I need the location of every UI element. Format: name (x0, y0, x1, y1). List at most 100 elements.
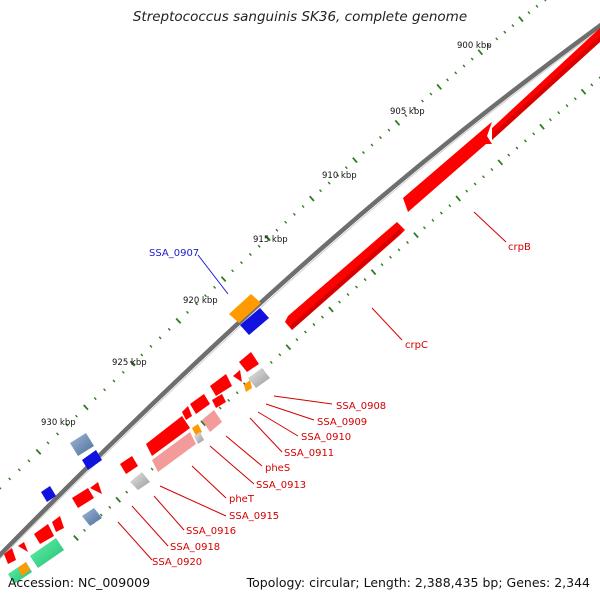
scale-label-925: 925 kbp (112, 358, 147, 368)
gene-labels: crpB crpC SSA_0907 SSA_0908 SSA_0909 SSA… (149, 242, 531, 568)
gene-crpC-shade (290, 229, 402, 330)
minor-tick (204, 294, 208, 298)
gene-ssa0907-blue[interactable] (240, 308, 269, 335)
minor-tick (507, 153, 511, 157)
minor-tick (344, 166, 348, 170)
minor-tick (108, 505, 112, 509)
label-ssa0916[interactable]: SSA_0916 (186, 526, 236, 537)
gene-small-13[interactable] (4, 548, 16, 564)
minor-tick (565, 104, 569, 108)
gene-grey-1[interactable] (248, 368, 270, 388)
label-pheS[interactable]: pheS (265, 463, 290, 474)
minor-tick (167, 327, 171, 331)
label-ssa0908[interactable]: SSA_0908 (336, 401, 386, 412)
minor-tick (235, 391, 239, 395)
gene-small-4[interactable] (190, 394, 210, 414)
minor-tick (284, 220, 288, 224)
minor-tick (490, 167, 494, 172)
gene-steel-lower[interactable] (82, 508, 102, 526)
scale-labels: 900 kbp 905 kbp 910 kbp 915 kbp 920 kbp … (41, 41, 492, 428)
gene-ssa0907-orange[interactable] (229, 294, 261, 323)
minor-tick (8, 477, 12, 481)
minor-tick (446, 78, 449, 82)
minor-tick (397, 248, 401, 252)
label-ssa0911[interactable]: SSA_0911 (284, 448, 334, 459)
label-ssa0910[interactable]: SSA_0910 (301, 432, 351, 443)
minor-tick (103, 388, 107, 392)
label-ssa0913[interactable]: SSA_0913 (256, 480, 306, 491)
minor-tick (454, 71, 458, 75)
minor-tick (473, 182, 477, 186)
gene-small-5[interactable] (182, 406, 192, 420)
minor-tick (248, 252, 252, 256)
gene-orange-small[interactable] (244, 380, 252, 392)
minor-tick (327, 181, 331, 185)
gene-small-1[interactable] (239, 352, 259, 372)
major-tick (175, 317, 182, 324)
major-tick (73, 534, 79, 542)
label-crpC[interactable]: crpC (405, 340, 428, 351)
label-ssa0909[interactable]: SSA_0909 (317, 417, 367, 428)
minor-tick (404, 113, 408, 118)
major-tick (539, 123, 545, 130)
gene-small-12[interactable] (18, 542, 28, 552)
gene-crpB-shade (492, 36, 600, 140)
gene-small-10[interactable] (52, 516, 64, 532)
gene-small-7[interactable] (120, 456, 138, 474)
minor-tick (140, 353, 144, 357)
major-tick (200, 420, 206, 427)
minor-tick (465, 189, 469, 193)
gene-green-1[interactable] (30, 538, 64, 568)
scale-label-905: 905 kbp (390, 107, 425, 117)
gene-small-2[interactable] (233, 370, 242, 382)
minor-tick (532, 132, 536, 136)
label-ssa0907[interactable]: SSA_0907 (149, 248, 199, 259)
gene-pheS[interactable] (146, 416, 190, 456)
tick-track-outer (0, 0, 547, 490)
minor-tick (511, 24, 515, 28)
minor-tick (370, 143, 374, 147)
gene-small-3[interactable] (210, 374, 232, 396)
gene-ssa0911-light[interactable] (202, 410, 222, 432)
gene-blue-930[interactable] (82, 450, 102, 470)
gene-orange-lower[interactable] (18, 562, 30, 576)
major-tick (220, 276, 227, 283)
minor-tick (275, 228, 279, 232)
scale-label-915: 915 kbp (253, 235, 288, 245)
minor-tick (462, 64, 466, 68)
label-ssa0918[interactable]: SSA_0918 (170, 542, 220, 553)
scale-label-930: 930 kbp (41, 418, 76, 428)
minor-tick (112, 379, 116, 383)
gene-pheT-light[interactable] (152, 432, 196, 472)
major-tick (265, 235, 271, 242)
minor-tick (361, 151, 365, 155)
label-ssa0915[interactable]: SSA_0915 (229, 511, 279, 522)
minor-tick (389, 255, 392, 259)
label-pheT[interactable]: pheT (229, 494, 255, 505)
major-tick (413, 232, 419, 239)
minor-tick (278, 353, 282, 357)
gene-small-11[interactable] (34, 524, 54, 544)
gene-small-9[interactable] (72, 488, 94, 508)
minor-tick (355, 285, 358, 289)
gene-crpB[interactable] (403, 122, 492, 212)
gene-crpC[interactable] (285, 222, 405, 330)
minor-tick (590, 83, 594, 87)
gene-blue-small[interactable] (41, 486, 56, 502)
minor-tick (319, 189, 322, 193)
gene-grey-2[interactable] (130, 472, 150, 490)
label-crpB[interactable]: crpB (508, 242, 531, 253)
minor-tick (421, 99, 424, 103)
minor-tick (269, 360, 273, 364)
label-ssa0920[interactable]: SSA_0920 (152, 557, 202, 568)
minor-tick (548, 118, 552, 122)
gene-ssa0913-grey[interactable] (194, 432, 204, 444)
minor-tick (573, 97, 577, 101)
minor-tick (295, 338, 299, 342)
gene-small-6[interactable] (212, 394, 226, 408)
minor-tick (544, 0, 547, 2)
gene-small-8[interactable] (90, 482, 102, 494)
minor-tick (121, 370, 125, 374)
gene-steel-930[interactable] (70, 433, 94, 456)
minor-tick (527, 11, 531, 15)
